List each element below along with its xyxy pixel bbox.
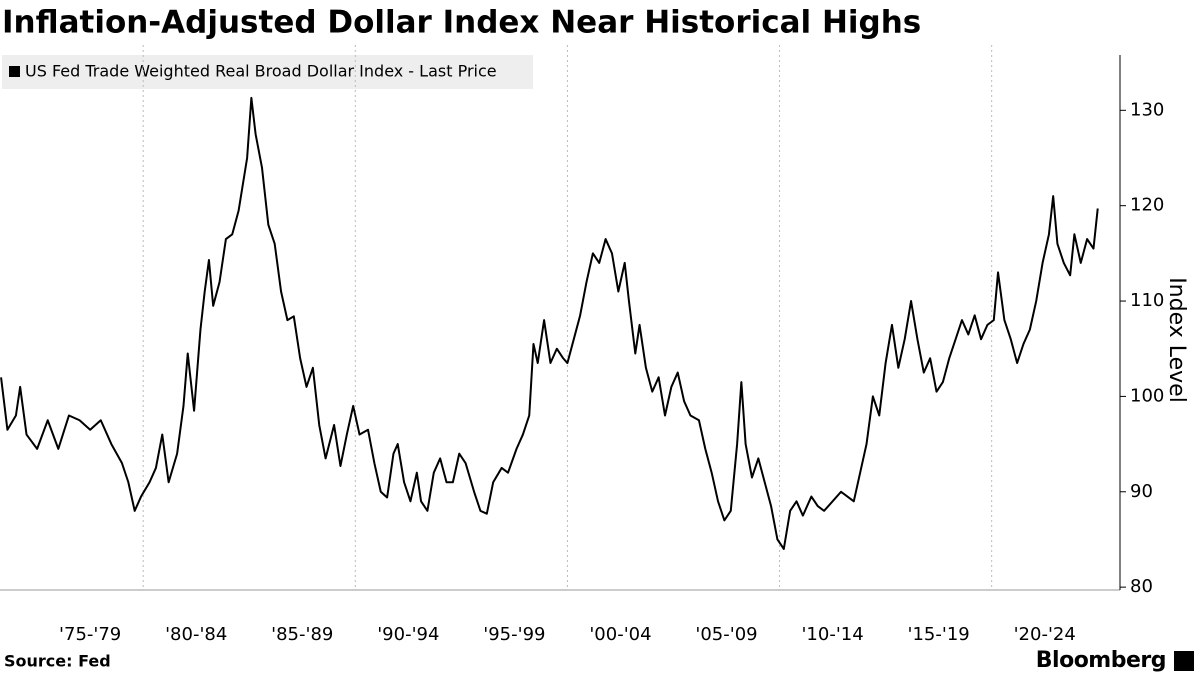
y-tick-label: 80: [1130, 576, 1153, 597]
legend-box: [2, 55, 533, 89]
x-tick-label: '10-'14: [801, 624, 863, 645]
source: Source: Fed: [4, 652, 111, 671]
brand: Bloomberg: [1036, 648, 1166, 673]
x-tick-label: '00-'04: [589, 624, 651, 645]
y-tick-label: 90: [1130, 481, 1153, 502]
x-tick-label: '05-'09: [695, 624, 757, 645]
chart-title: Inflation-Adjusted Dollar Index Near His…: [2, 5, 921, 41]
y-axis-label: Index Level: [1164, 277, 1189, 403]
x-tick-label: '95-'99: [483, 624, 545, 645]
y-tick-label: 100: [1130, 385, 1164, 406]
series-line: [0, 96, 1099, 550]
x-tick-label: '20-'24: [1014, 624, 1076, 645]
x-tick-label: '90-'94: [377, 624, 439, 645]
x-tick-label: '15-'19: [908, 624, 970, 645]
x-tick-label: '80-'84: [165, 624, 227, 645]
x-tick-label: '85-'89: [271, 624, 333, 645]
y-tick-label: 130: [1130, 99, 1164, 120]
y-tick-label: 120: [1130, 195, 1164, 216]
x-tick-label: '75-'79: [59, 624, 121, 645]
y-tick-label: 110: [1130, 290, 1164, 311]
legend-label: US Fed Trade Weighted Real Broad Dollar …: [25, 62, 497, 81]
brand-icon: [1174, 651, 1194, 671]
legend-swatch: [9, 66, 20, 77]
